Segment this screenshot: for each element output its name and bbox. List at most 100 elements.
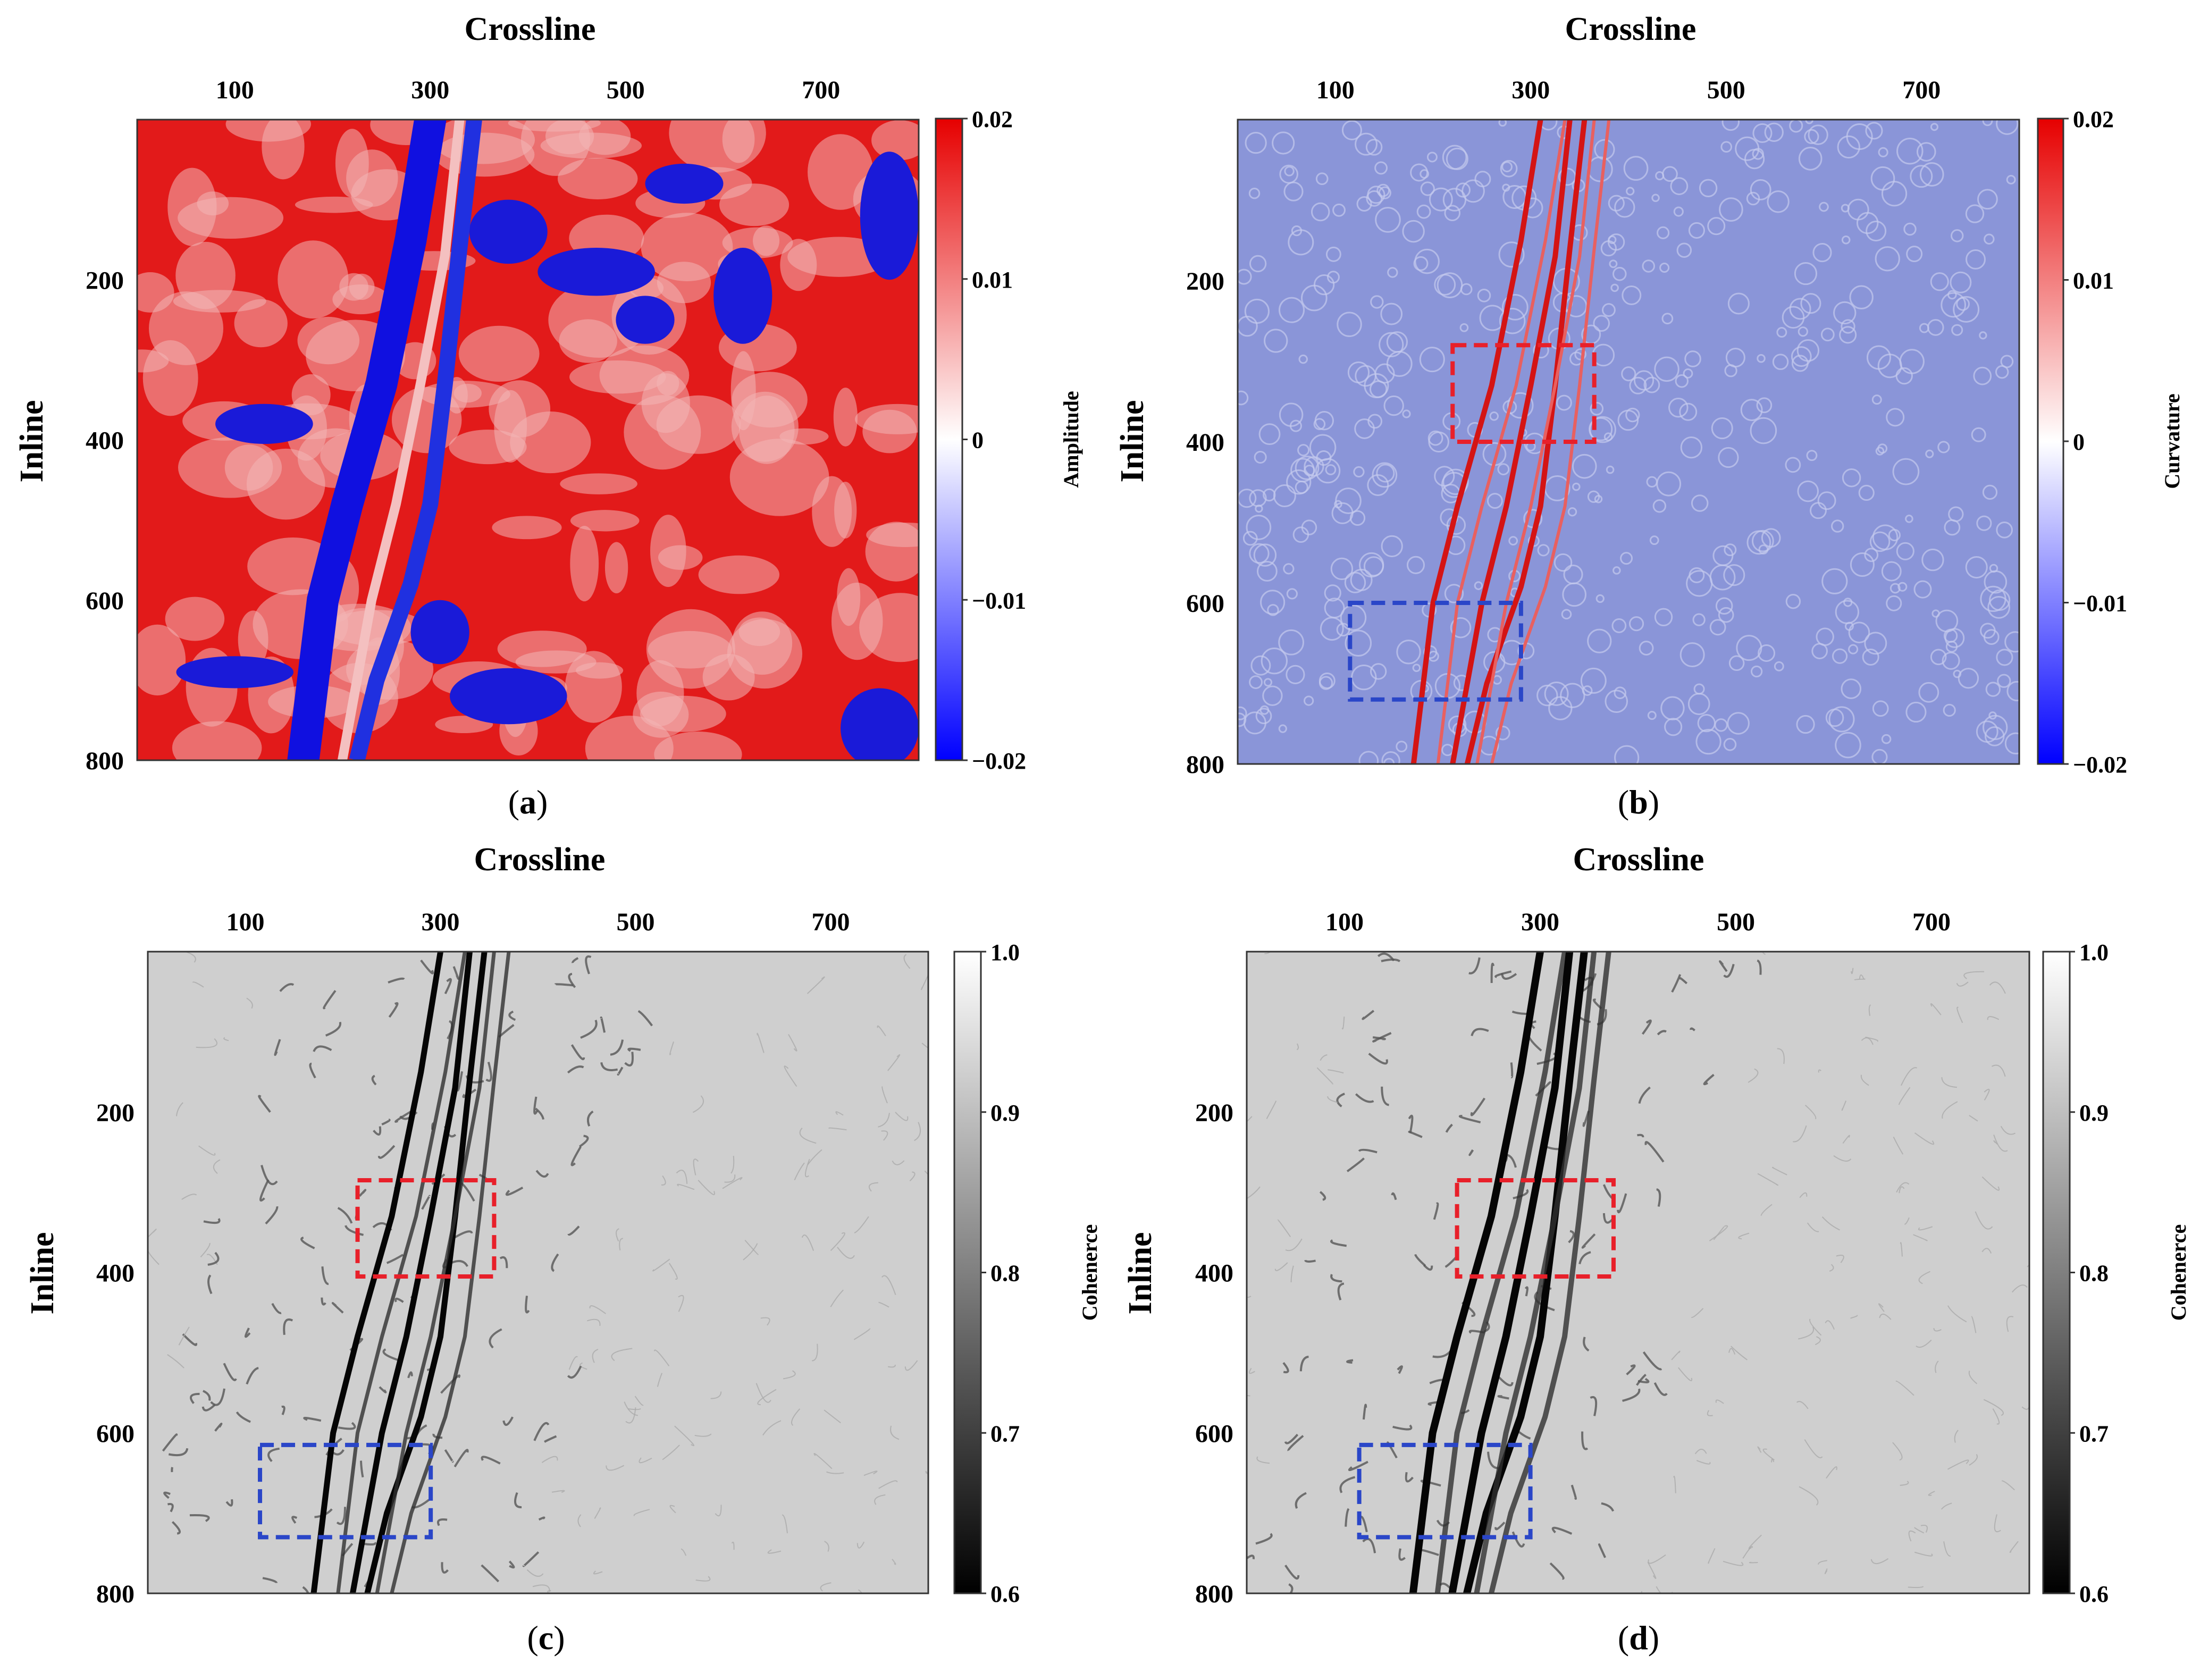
coherence-texture <box>1914 1551 1933 1557</box>
coherence-texture <box>570 1044 585 1061</box>
curvature-texture <box>1858 484 1875 501</box>
coherence-texture <box>201 1404 216 1412</box>
coherence-texture <box>1337 1282 1345 1300</box>
coherence-texture <box>1799 1192 1808 1198</box>
amplitude-patch <box>458 325 540 382</box>
coherence-texture <box>505 1187 524 1196</box>
coherence-texture <box>1993 1135 2008 1152</box>
coherence-texture <box>1772 1166 1787 1175</box>
coherence-texture <box>881 1275 896 1295</box>
curvature-texture <box>1688 222 1705 239</box>
coherence-texture <box>1899 1087 1911 1105</box>
curvature-texture <box>1649 535 1659 545</box>
coherence-texture <box>2021 1399 2029 1410</box>
coherence-texture <box>258 1095 271 1113</box>
coherence-texture <box>676 1170 688 1184</box>
curvature-texture <box>1720 141 1733 153</box>
coherence-texture <box>1256 1456 1270 1464</box>
x-tick-label: 300 <box>1511 76 1550 104</box>
curvature-texture <box>1886 408 1905 427</box>
amplitude-patch <box>335 129 369 198</box>
highlight-box-0 <box>1455 1178 1616 1279</box>
curvature-texture <box>1751 530 1774 552</box>
curvature-texture <box>1574 348 1586 360</box>
curvature-texture <box>1905 701 1927 723</box>
curvature-texture <box>1919 323 1929 333</box>
curvature-texture <box>1254 450 1267 464</box>
curvature-texture <box>1444 584 1464 603</box>
curvature-texture <box>1349 510 1366 526</box>
colorbar-tick-label: −0.02 <box>972 748 1026 774</box>
coherence-edge <box>390 952 511 1593</box>
curvature-texture <box>1355 132 1378 156</box>
curvature-texture <box>1347 361 1370 384</box>
x-tick-label: 700 <box>802 76 840 104</box>
curvature-texture <box>1279 402 1304 427</box>
heatmap-background <box>1238 120 2019 764</box>
curvature-texture <box>1921 548 1944 572</box>
curvature-texture <box>1664 718 1683 736</box>
coherence-texture <box>485 1062 492 1082</box>
coherence-texture <box>1969 1115 1978 1122</box>
coherence-texture <box>462 1088 477 1098</box>
coherence-texture <box>652 1258 670 1272</box>
coherence-texture <box>794 1162 805 1181</box>
coherence-texture <box>1836 1255 1844 1263</box>
coherence-texture <box>767 1549 782 1554</box>
coherence-texture <box>1284 1433 1299 1444</box>
curvature-texture <box>1715 597 1733 615</box>
curvature-texture <box>1892 458 1920 485</box>
coherence-texture <box>586 1110 594 1127</box>
coherence-texture <box>731 1541 735 1550</box>
coherence-texture <box>592 1349 599 1363</box>
curvature-texture <box>1563 565 1583 585</box>
coherence-texture <box>804 1158 810 1178</box>
curvature-texture <box>1846 123 1873 150</box>
coherence-texture <box>508 1560 515 1569</box>
coherence-texture <box>1954 1430 1959 1443</box>
curvature-texture <box>1820 327 1835 342</box>
coherence-texture <box>163 1491 171 1499</box>
coherence-texture <box>420 960 434 975</box>
curvature-texture <box>1881 561 1902 582</box>
coherence-texture <box>1299 1356 1309 1372</box>
amplitude-blue-blob <box>713 248 772 344</box>
coherence-texture <box>1761 952 1766 955</box>
coherence-texture <box>1647 1561 1657 1579</box>
curvature-texture <box>1723 564 1745 586</box>
curvature-texture <box>1675 374 1689 388</box>
x-tick-label: 300 <box>1521 908 1559 936</box>
curvature-texture <box>1261 648 1288 675</box>
coherence-texture <box>271 1303 282 1314</box>
coherence-texture <box>744 1240 759 1255</box>
coherence-texture <box>674 1425 694 1447</box>
coherence-texture <box>1981 1176 2000 1191</box>
coherence-texture <box>1247 1116 1253 1123</box>
coherence-texture <box>1829 1264 1834 1272</box>
coherence-texture <box>1896 1182 1910 1193</box>
coherence-texture <box>1282 1362 1289 1374</box>
curvature-texture <box>1416 204 1431 219</box>
coherence-texture <box>300 1237 315 1249</box>
coherence-texture <box>567 1065 584 1074</box>
coherence-texture <box>547 1590 551 1593</box>
curvature-texture <box>1870 166 1895 191</box>
curvature-texture <box>1340 604 1367 631</box>
coherence-texture <box>681 1548 687 1556</box>
curvature-texture <box>1798 326 1808 337</box>
coherence-texture <box>828 1127 847 1131</box>
coherence-texture <box>1626 1364 1636 1375</box>
coherence-texture <box>1878 1303 1885 1312</box>
coherence-texture <box>190 1392 200 1404</box>
coherence-texture <box>1851 968 1854 975</box>
amplitude-patch <box>656 395 741 454</box>
amplitude-patch <box>753 225 780 256</box>
curvature-texture <box>1350 568 1373 591</box>
coherence-texture <box>1826 1466 1837 1479</box>
curvature-texture <box>1971 427 1986 442</box>
curvature-texture <box>1679 402 1698 421</box>
curvature-texture <box>1913 580 1932 599</box>
coherence-texture <box>1989 981 2006 994</box>
coherence-texture <box>661 1175 666 1186</box>
curvature-texture <box>1774 661 1784 671</box>
